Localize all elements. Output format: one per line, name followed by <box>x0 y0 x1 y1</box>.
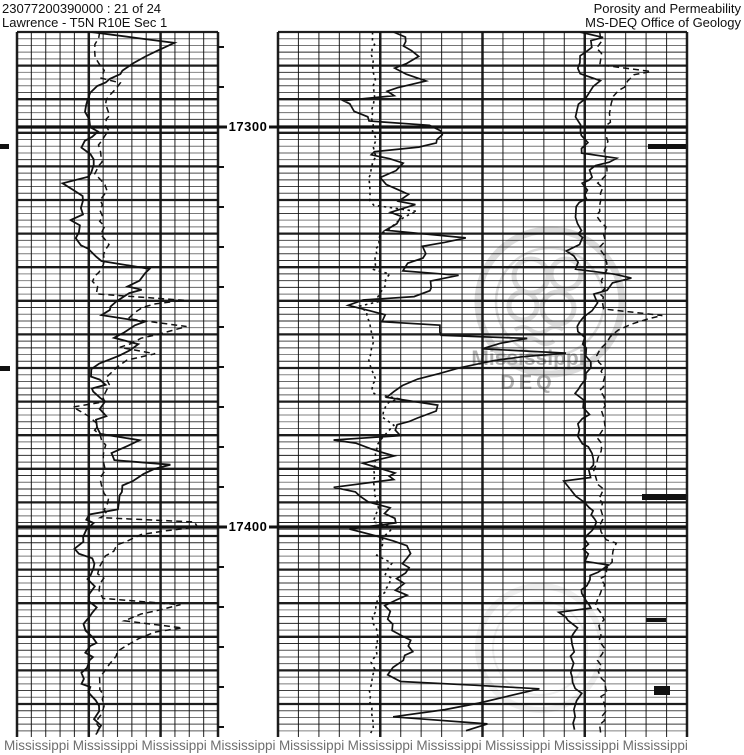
right-main-solid-curve <box>333 32 567 732</box>
deq-seal-watermark-partial <box>475 583 605 713</box>
footer-watermark-text: Mississippi <box>622 738 688 753</box>
document-id: 23077200390000 : 21 of 24 <box>2 1 162 16</box>
footer-watermark-text: Mississippi <box>553 738 620 753</box>
footer-watermark-text: Mississippi <box>278 738 345 753</box>
left-dashed-curve <box>70 32 199 736</box>
log-grid <box>15 30 689 737</box>
log-title: Porosity and Permeability <box>593 1 741 16</box>
depth-label: 17300 <box>227 119 269 134</box>
left-solid-curve <box>60 32 178 733</box>
depth-label: 17400 <box>227 519 269 534</box>
log-curves <box>60 32 663 736</box>
footer-watermark-text: Mississippi <box>141 738 207 753</box>
agency-name: MS-DEQ Office of Geology <box>585 15 741 30</box>
right-solid-curve-2 <box>556 32 632 730</box>
footer-watermark-text: Mississippi <box>72 738 138 753</box>
footer-watermark-text: Mississippi <box>210 738 276 753</box>
right-dotted-curve <box>358 32 420 734</box>
footer-watermark-text: Mississippi <box>485 738 551 753</box>
footer-watermark-row: Mississippi Mississippi Mississippi Miss… <box>4 738 688 753</box>
right-dashed-curve-2 <box>592 32 663 733</box>
footer-watermark-text: Mississippi <box>347 738 413 753</box>
footer-watermark-text: Mississippi <box>4 738 70 753</box>
well-location: Lawrence - T5N R10E Sec 1 <box>2 15 168 30</box>
footer-watermark-text: Mississippi <box>416 738 482 753</box>
